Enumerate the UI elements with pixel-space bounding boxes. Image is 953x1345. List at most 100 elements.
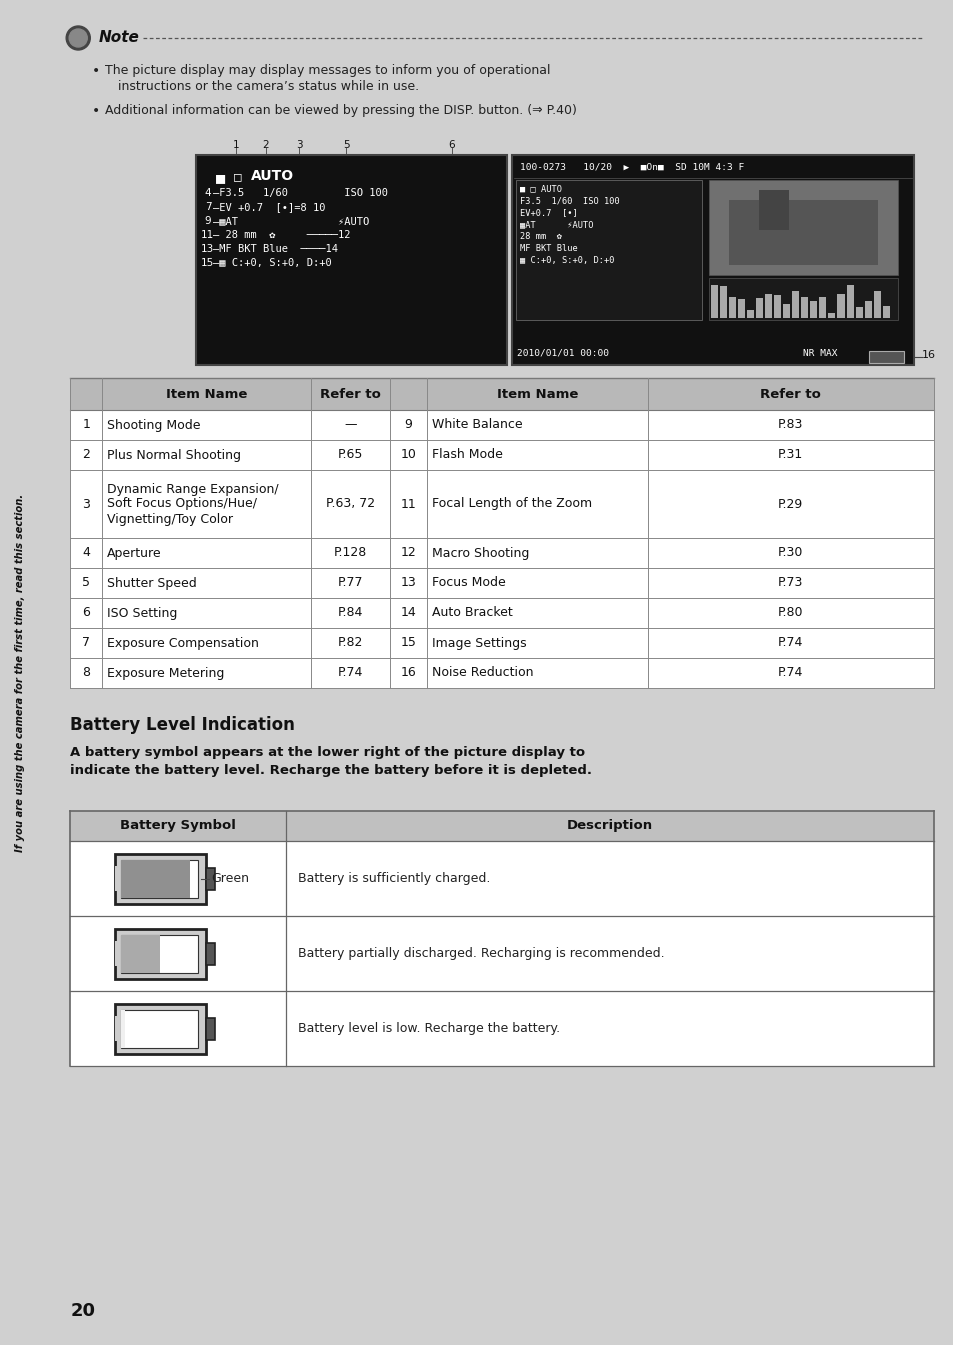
Text: P.82: P.82 (337, 636, 363, 650)
Text: Item Name: Item Name (496, 387, 578, 401)
Text: P.29: P.29 (778, 498, 802, 511)
Bar (738, 299, 744, 317)
Text: P.77: P.77 (337, 577, 363, 589)
Bar (71, 916, 933, 991)
Text: Focus Mode: Focus Mode (432, 577, 505, 589)
Text: Note: Note (98, 31, 139, 46)
Bar (121, 935, 197, 972)
Bar (728, 200, 877, 265)
Bar (827, 305, 835, 317)
Text: 15: 15 (200, 258, 213, 268)
Text: 11: 11 (400, 498, 416, 511)
Text: —F3.5   1/60         ISO 100: —F3.5 1/60 ISO 100 (213, 188, 388, 198)
Text: P.74: P.74 (778, 636, 802, 650)
Bar (774, 313, 781, 317)
Bar (195, 155, 507, 364)
Text: —▦ C:+0, S:+0, D:+0: —▦ C:+0, S:+0, D:+0 (213, 258, 332, 268)
Bar (512, 155, 913, 364)
Text: 20: 20 (71, 1302, 95, 1319)
Text: EV+0.7  [•]: EV+0.7 [•] (519, 208, 578, 217)
Text: 2: 2 (82, 448, 91, 461)
Bar (809, 291, 817, 317)
Bar (71, 991, 933, 1067)
Text: 9: 9 (404, 418, 412, 432)
Text: Shooting Mode: Shooting Mode (108, 418, 201, 432)
Bar (71, 410, 933, 440)
Text: MF BKT Blue: MF BKT Blue (519, 243, 578, 253)
Text: Battery Symbol: Battery Symbol (120, 819, 235, 833)
Bar (71, 658, 933, 689)
Text: 4: 4 (82, 546, 91, 560)
Text: Exposure Metering: Exposure Metering (108, 667, 225, 679)
Text: Shutter Speed: Shutter Speed (108, 577, 197, 589)
Bar (115, 866, 120, 890)
Text: P.63, 72: P.63, 72 (326, 498, 375, 511)
Bar (121, 859, 197, 897)
Text: □: □ (233, 169, 241, 183)
Text: —EV +0.7  [•]=8 10: —EV +0.7 [•]=8 10 (213, 202, 325, 213)
Bar (764, 289, 771, 317)
Text: If you are using the camera for the first time, read this section.: If you are using the camera for the firs… (15, 494, 25, 851)
Text: P.74: P.74 (778, 667, 802, 679)
Bar (71, 469, 933, 538)
Text: ■ □ AUTO: ■ □ AUTO (519, 184, 561, 192)
Text: Description: Description (566, 819, 653, 833)
Text: ▦ C:+0, S:+0, D:+0: ▦ C:+0, S:+0, D:+0 (519, 256, 614, 265)
Bar (782, 284, 789, 317)
Text: Battery level is low. Recharge the battery.: Battery level is low. Recharge the batte… (298, 1022, 559, 1036)
Text: Focal Length of the Zoom: Focal Length of the Zoom (432, 498, 591, 511)
Text: ▦AT      ⚡AUTO: ▦AT ⚡AUTO (519, 221, 593, 229)
Text: Aperture: Aperture (108, 546, 162, 560)
Bar (882, 311, 889, 317)
Bar (792, 312, 799, 317)
Bar (121, 1010, 197, 1048)
Bar (121, 935, 159, 972)
Text: Item Name: Item Name (166, 387, 247, 401)
Text: 12: 12 (400, 546, 416, 560)
Text: 16: 16 (921, 350, 935, 360)
Bar (728, 295, 736, 317)
Text: P.84: P.84 (337, 607, 363, 620)
Text: 7: 7 (205, 202, 212, 213)
Bar (71, 811, 933, 841)
Bar (71, 440, 933, 469)
Text: White Balance: White Balance (432, 418, 522, 432)
Bar (873, 285, 880, 317)
Text: 1: 1 (233, 140, 239, 151)
Text: P.31: P.31 (778, 448, 802, 461)
Bar (115, 1015, 120, 1041)
Text: — 28 mm  ✿     ─────12: — 28 mm ✿ ─────12 (213, 230, 350, 239)
Text: 28 mm  ✿: 28 mm ✿ (519, 231, 561, 241)
Text: P.128: P.128 (334, 546, 367, 560)
Text: 16: 16 (400, 667, 416, 679)
Bar (121, 859, 190, 897)
Text: P.80: P.80 (778, 607, 802, 620)
Bar (845, 291, 853, 317)
Bar (121, 1010, 125, 1048)
Text: F3.5  1/60  ISO 100: F3.5 1/60 ISO 100 (519, 196, 619, 204)
Text: —: — (344, 418, 356, 432)
Text: P.74: P.74 (337, 667, 363, 679)
Text: Additional information can be viewed by pressing the DISP. button. (⇒ P.40): Additional information can be viewed by … (105, 104, 577, 117)
Text: 5: 5 (343, 140, 350, 151)
Text: The picture display may display messages to inform you of operational: The picture display may display messages… (105, 65, 550, 77)
Bar (720, 292, 726, 317)
Text: Battery Level Indication: Battery Level Indication (71, 716, 294, 734)
Text: AUTO: AUTO (251, 169, 294, 183)
Text: 13: 13 (400, 577, 416, 589)
Text: Noise Reduction: Noise Reduction (432, 667, 533, 679)
Bar (837, 309, 843, 317)
Text: 9: 9 (205, 217, 212, 226)
Text: 10: 10 (400, 448, 416, 461)
Text: Battery partially discharged. Recharging is recommended.: Battery partially discharged. Recharging… (298, 947, 664, 960)
Text: ISO Setting: ISO Setting (108, 607, 177, 620)
Text: Refer to: Refer to (319, 387, 380, 401)
Bar (71, 599, 933, 628)
Text: 4: 4 (205, 188, 212, 198)
Bar (71, 628, 933, 658)
Text: 2: 2 (262, 140, 269, 151)
Text: 2010/01/01 00:00: 2010/01/01 00:00 (517, 348, 608, 358)
Bar (71, 568, 933, 599)
Bar (746, 291, 754, 317)
Bar (759, 190, 788, 230)
